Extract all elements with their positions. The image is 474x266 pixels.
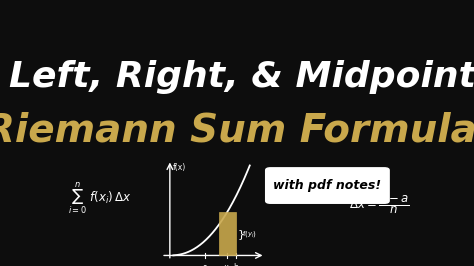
Text: $\sum_{i=0}^{n}$ $f(x_i)\,\Delta x$: $\sum_{i=0}^{n}$ $f(x_i)\,\Delta x$ (68, 180, 131, 215)
Text: }: } (237, 229, 245, 239)
Text: Riemann Sum Formulas: Riemann Sum Formulas (0, 111, 474, 149)
Text: f(x): f(x) (173, 163, 186, 172)
Text: f($y_i$): f($y_i$) (242, 229, 257, 239)
Text: Left, Right, & Midpoint: Left, Right, & Midpoint (9, 60, 474, 94)
Text: $\Delta x = \dfrac{b-a}{n}$: $\Delta x = \dfrac{b-a}{n}$ (348, 192, 409, 216)
Text: b: b (234, 263, 238, 266)
FancyBboxPatch shape (265, 167, 390, 204)
Text: with pdf notes!: with pdf notes! (273, 179, 382, 192)
Text: $x_i$: $x_i$ (223, 263, 231, 266)
Bar (219, 212, 236, 255)
Text: a: a (202, 263, 207, 266)
